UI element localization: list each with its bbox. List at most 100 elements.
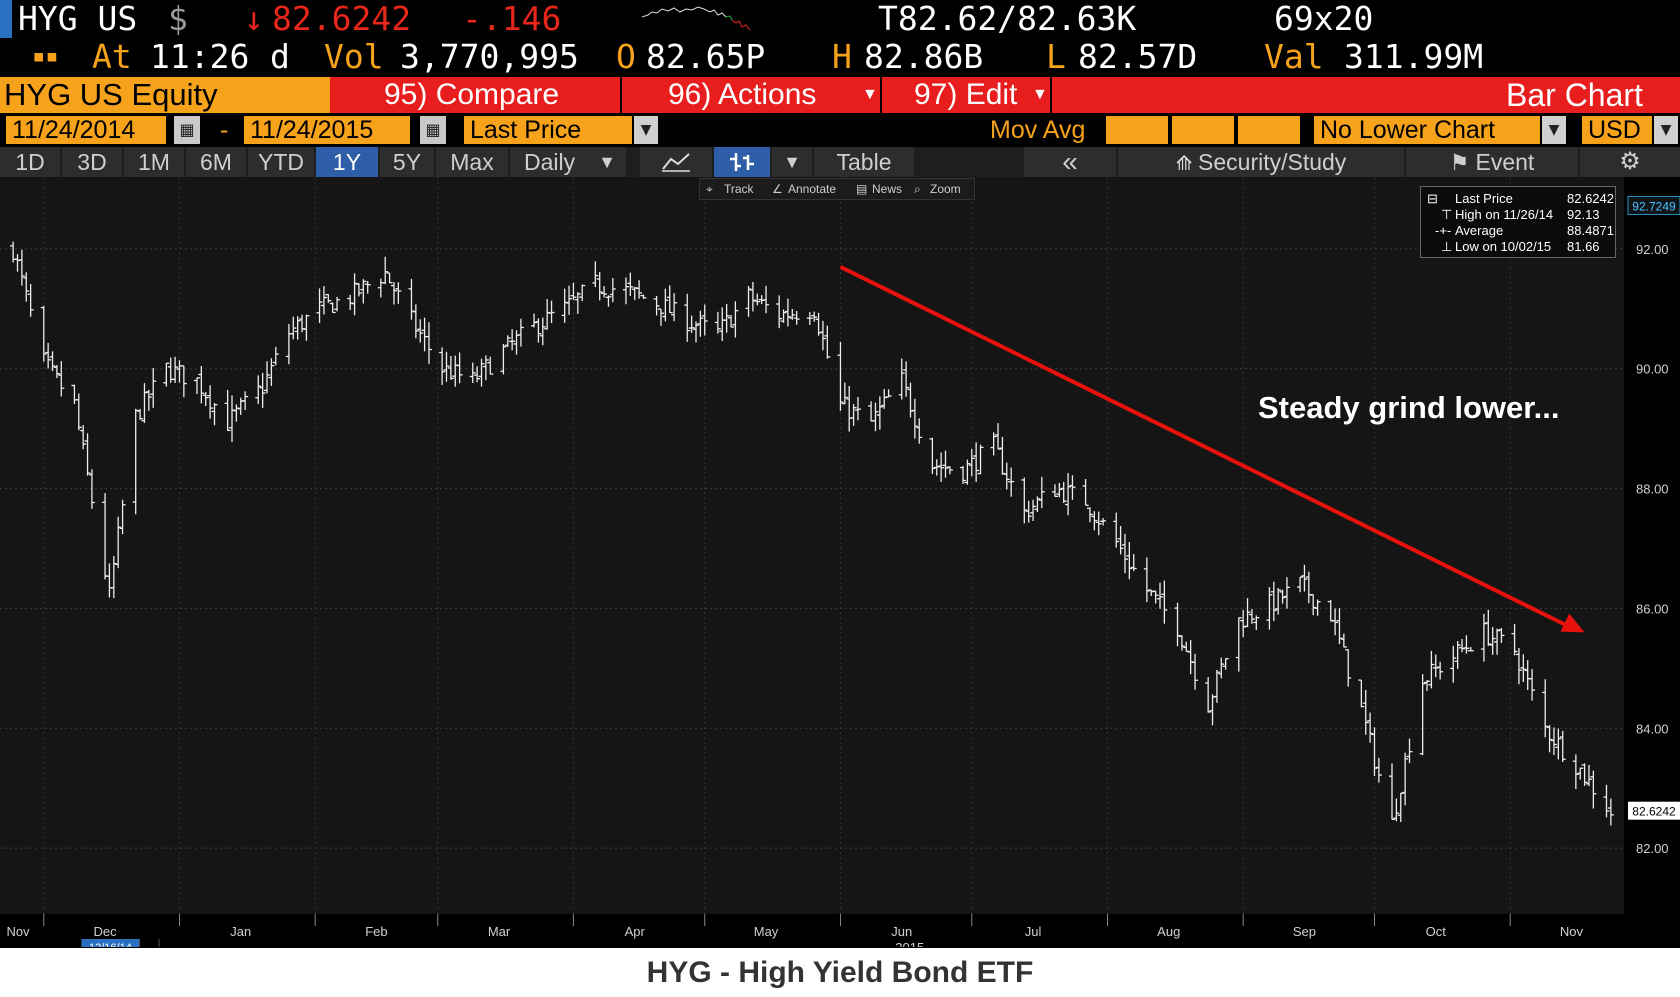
time-suffix: d: [270, 37, 290, 76]
legend-avg-value: 88.4871: [1567, 223, 1614, 238]
y-tick-label: 82.00: [1636, 841, 1669, 856]
gear-icon[interactable]: ⚙: [1580, 147, 1680, 177]
collapse-button[interactable]: «: [1024, 147, 1116, 177]
news-icon[interactable]: ▤: [856, 182, 868, 196]
legend-low-value: 81.66: [1567, 239, 1600, 254]
table-button[interactable]: Table: [814, 147, 914, 177]
period-6m-button[interactable]: 6M: [186, 147, 246, 177]
chevron-down-icon: ▼: [598, 152, 616, 172]
menu-divider: [620, 77, 622, 113]
volume-label: Vol: [324, 37, 384, 76]
actions-dropdown-icon[interactable]: ▼: [862, 86, 878, 103]
x-tick-label: Dec: [93, 924, 117, 939]
top-value-tag-label: 92.7249: [1632, 199, 1676, 213]
x-tick-label: Jan: [230, 924, 251, 939]
track-icon[interactable]: ⌖: [706, 182, 713, 196]
menu-divider: [880, 77, 882, 113]
actions-menu[interactable]: 96) Actions: [668, 78, 817, 111]
volume-value: 3,770,995: [400, 37, 579, 76]
period-5y-button[interactable]: 5Y: [380, 147, 434, 177]
low-value: 82.57D: [1078, 37, 1198, 76]
x-tick-label: May: [754, 924, 779, 939]
legend-high-icon: ⊤: [1441, 207, 1453, 222]
line-chart-icon[interactable]: [640, 147, 712, 177]
event-label: Event: [1475, 149, 1535, 175]
legend-low-label: Low on 10/02/15: [1455, 239, 1552, 254]
calendar-icon[interactable]: ▦: [174, 116, 200, 144]
chevron-down-icon[interactable]: ▼: [634, 116, 658, 144]
bar-chart-icon[interactable]: [714, 147, 770, 177]
last-price-tag-label: 82.6242: [1632, 805, 1676, 819]
annotate-tool[interactable]: Annotate: [788, 182, 837, 196]
chart-type-dropdown-icon[interactable]: ▼: [772, 147, 812, 177]
legend-avg-icon: -+-: [1435, 223, 1452, 238]
bar-chart[interactable]: 82.00 84.00 86.00 88.00 90.00 92.00 Nov Dec Jan F…: [0, 177, 1680, 955]
legend-last-label: Last Price: [1455, 191, 1513, 206]
menu-divider: [1050, 77, 1052, 113]
zoom-tool[interactable]: Zoom: [930, 182, 961, 196]
legend-last-icon: ⊟: [1427, 191, 1438, 206]
zoom-icon[interactable]: ⌕: [914, 182, 921, 196]
bid-ask-size: 69x20: [1274, 0, 1374, 38]
x-tick-label: Nov: [1560, 924, 1584, 939]
chart-caption: HYG - High Yield Bond ETF: [0, 948, 1680, 997]
period-3d-button[interactable]: 3D: [62, 147, 122, 177]
edit-dropdown-icon[interactable]: ▼: [1032, 86, 1048, 103]
calendar-icon[interactable]: ▦: [420, 116, 446, 144]
last-price: 82.6242: [272, 0, 412, 38]
end-date-input[interactable]: 11/24/2015: [244, 116, 410, 144]
x-tick-label: Jul: [1025, 924, 1042, 939]
open-value: 82.65P: [646, 37, 766, 76]
period-ytd-button[interactable]: YTD: [248, 147, 314, 177]
legend-high-label: High on 11/26/14: [1455, 207, 1554, 222]
date-dash: -: [214, 116, 234, 144]
ticker-symbol: HYG US: [18, 0, 138, 38]
period-1m-button[interactable]: 1M: [124, 147, 184, 177]
y-tick-label: 90.00: [1636, 362, 1669, 377]
legend-avg-label: Average: [1455, 223, 1504, 238]
last-trade-time: 11:26: [150, 37, 250, 76]
chart-area[interactable]: 82.00 84.00 86.00 88.00 90.00 92.00 Nov Dec Jan F…: [0, 177, 1680, 955]
edit-menu[interactable]: 97) Edit: [914, 78, 1018, 111]
intraday-sparkline-icon: [642, 6, 751, 31]
chevron-down-icon[interactable]: ▼: [1654, 116, 1678, 144]
price-field-select[interactable]: Last Price: [464, 116, 632, 144]
period-max-button[interactable]: Max: [436, 147, 508, 177]
dots-icon: ▪▪: [32, 44, 59, 69]
security-study-button[interactable]: ⟰ Security/Study: [1118, 147, 1404, 177]
x-tick-label: Jun: [891, 924, 912, 939]
legend-box: ⊟ Last Price 82.6242 ⊤ High on 11/26/14 …: [1420, 186, 1616, 258]
frequency-select[interactable]: Daily ▼: [510, 147, 626, 177]
price-change: -.146: [462, 0, 562, 38]
mov-avg-input-1[interactable]: [1106, 116, 1168, 144]
compare-menu[interactable]: 95) Compare: [384, 78, 560, 111]
trend-annotation: Steady grind lower...: [1258, 390, 1560, 425]
mov-avg-input-3[interactable]: [1238, 116, 1300, 144]
track-tool[interactable]: Track: [724, 182, 754, 196]
chart-type-title: Bar Chart: [1506, 77, 1643, 113]
annotate-icon[interactable]: ∠: [772, 182, 783, 196]
period-1y-button[interactable]: 1Y: [316, 147, 378, 177]
event-button[interactable]: ⚑ Event: [1406, 147, 1578, 177]
legend-low-icon: ⊥: [1441, 239, 1453, 254]
top-value-tag: [1627, 195, 1680, 215]
security-field[interactable]: HYG US Equity: [0, 77, 330, 113]
news-tool[interactable]: News: [872, 182, 903, 196]
lower-chart-select[interactable]: No Lower Chart: [1314, 116, 1540, 144]
chevron-down-icon[interactable]: ▼: [1542, 116, 1566, 144]
x-tick-label: Aug: [1157, 924, 1180, 939]
period-1d-button[interactable]: 1D: [0, 147, 60, 177]
last-price-tag: [1628, 801, 1680, 820]
x-tick-label: Oct: [1426, 924, 1447, 939]
high-value: 82.86B: [864, 37, 984, 76]
open-label: O: [616, 37, 636, 76]
menu-bar: HYG US Equity 95) Compare 96) Actions ▼ …: [0, 77, 1680, 113]
security-study-label: Security/Study: [1198, 149, 1347, 175]
security-indicator: [0, 0, 12, 38]
mov-avg-input-2[interactable]: [1172, 116, 1234, 144]
currency-symbol: $: [168, 0, 188, 38]
start-date-input[interactable]: 11/24/2014: [6, 116, 166, 144]
x-tick-label: Apr: [625, 924, 646, 939]
currency-select[interactable]: USD: [1582, 116, 1652, 144]
y-tick-label: 84.00: [1636, 721, 1669, 736]
